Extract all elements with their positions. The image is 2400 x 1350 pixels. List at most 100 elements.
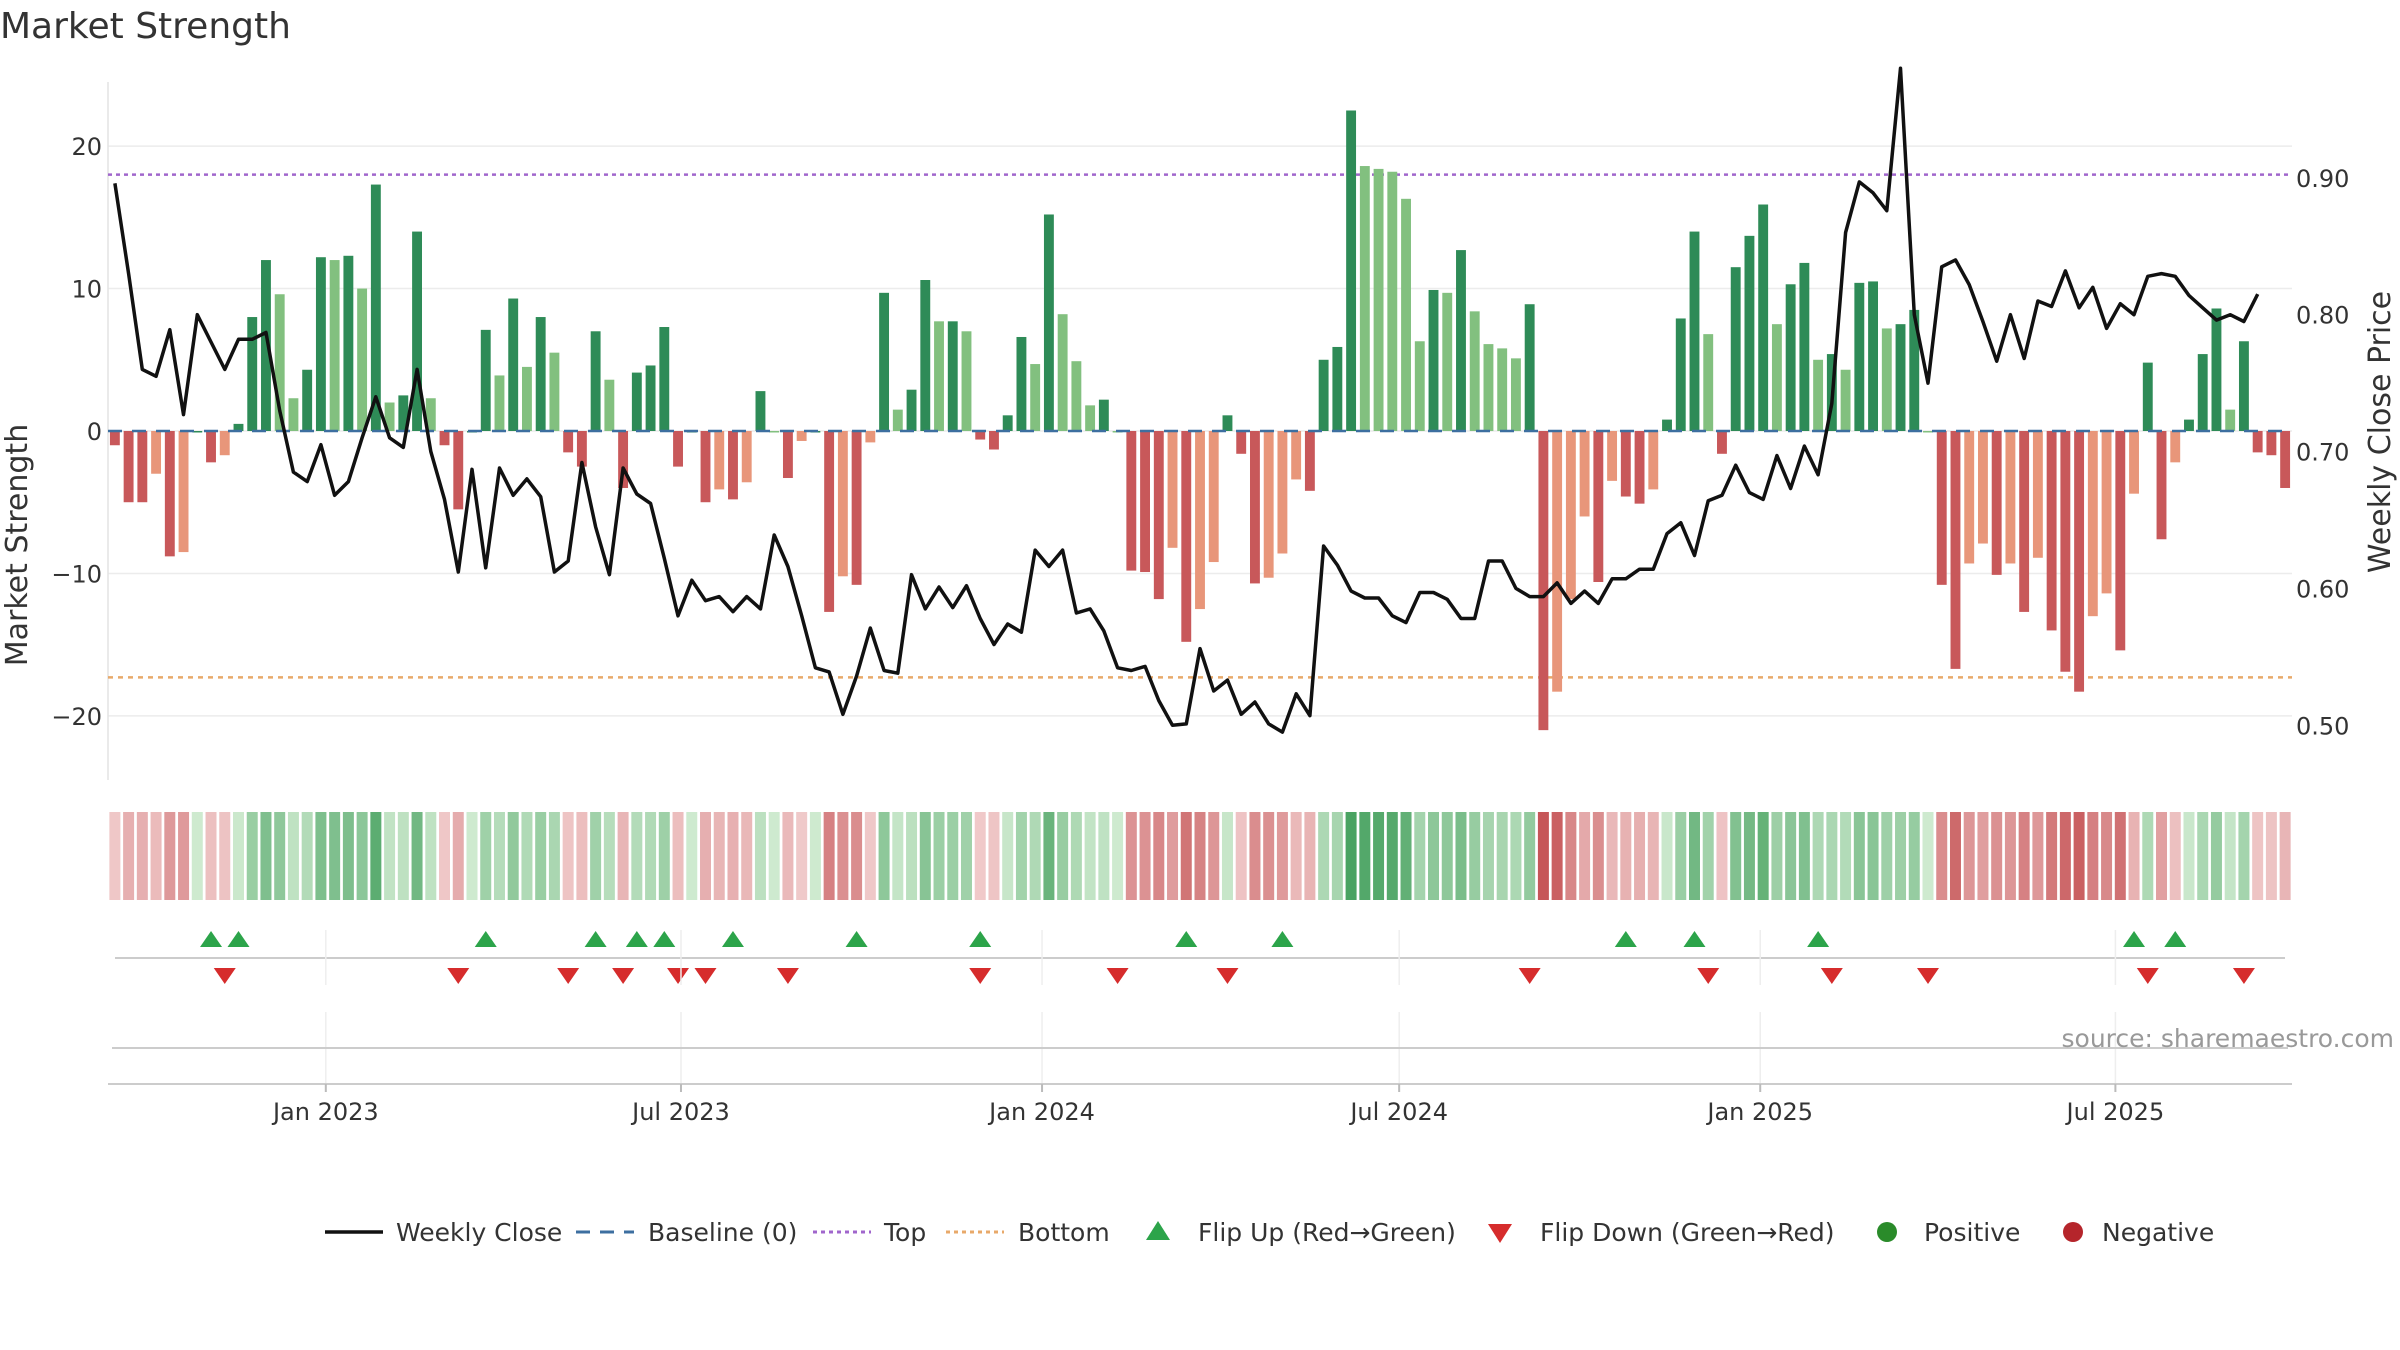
strength-bar — [1881, 328, 1892, 431]
heat-cell — [2183, 812, 2195, 900]
strength-bar — [1414, 341, 1425, 431]
strength-bar — [315, 257, 326, 431]
heat-cell — [507, 812, 519, 900]
x-tick-label: Jan 2023 — [271, 1098, 379, 1126]
strength-bar — [1030, 364, 1041, 431]
strength-bar — [1153, 431, 1164, 600]
strength-bar — [590, 331, 601, 431]
strength-bar — [1291, 431, 1302, 480]
strength-bar — [123, 431, 134, 503]
strength-bar — [151, 431, 162, 474]
heat-cell — [123, 812, 135, 900]
heat-cell — [1249, 812, 1261, 900]
right-tick-label: 0.50 — [2296, 712, 2349, 740]
heat-cell — [1455, 812, 1467, 900]
strength-bar — [274, 294, 285, 431]
heat-cell — [741, 812, 753, 900]
strength-bar — [1977, 431, 1988, 544]
heat-cell — [617, 812, 629, 900]
heat-cell — [1112, 812, 1124, 900]
heat-cell — [823, 812, 835, 900]
strength-bar — [673, 431, 683, 467]
heat-cell — [164, 812, 176, 900]
legend-swatch-dot — [1877, 1222, 1897, 1242]
flip-up-marker — [2164, 931, 2187, 947]
strength-bar — [494, 375, 505, 431]
strength-bar — [549, 352, 560, 431]
flip-down-marker — [969, 968, 992, 984]
heat-cell — [1304, 812, 1316, 900]
strength-bar — [851, 431, 862, 585]
strength-bar — [755, 391, 766, 431]
strength-bar — [439, 431, 450, 446]
heat-cell — [1551, 812, 1563, 900]
strength-bar — [975, 431, 986, 440]
heat-cell — [1386, 812, 1398, 900]
strength-bar — [2032, 431, 2043, 558]
left-axis-label: Market Strength — [0, 424, 35, 666]
strength-bar — [2266, 431, 2277, 456]
heat-cell — [1922, 812, 1934, 900]
strength-bar — [2005, 431, 2016, 564]
strength-bar — [1510, 358, 1521, 431]
heat-cell — [1290, 812, 1302, 900]
strength-bar — [1840, 369, 1851, 431]
strength-bar — [1565, 431, 1576, 600]
strength-bar — [1428, 289, 1439, 431]
strength-bar — [1043, 214, 1054, 431]
heat-cell — [246, 812, 258, 900]
heat-cell — [1359, 812, 1371, 900]
strength-bar — [1758, 204, 1769, 431]
strength-bar — [1895, 324, 1906, 431]
strength-bar — [2280, 431, 2291, 488]
heat-cell — [287, 812, 299, 900]
heat-cell — [1826, 812, 1838, 900]
heat-cell — [2197, 812, 2209, 900]
legend-item-negative: Negative — [2063, 1218, 2214, 1247]
heat-cell — [493, 812, 505, 900]
strength-heat-strip — [109, 812, 2291, 900]
strength-bar — [1456, 250, 1466, 431]
x-axis-ticks: Jan 2023 Jul 2023 Jan 2024 Jul 2024 Jan 2025… — [271, 1084, 2164, 1126]
flip-up-marker — [1683, 931, 1706, 947]
flip-up-marker — [845, 931, 868, 947]
heat-cell — [974, 812, 986, 900]
legend: Weekly Close Baseline (0) Top Bottom Flip Up… — [325, 1218, 2214, 1247]
heat-cell — [809, 812, 821, 900]
heat-cell — [1057, 812, 1069, 900]
strength-bar — [1552, 431, 1563, 692]
heat-cell — [411, 812, 423, 900]
heat-cell — [603, 812, 615, 900]
heat-cell — [906, 812, 918, 900]
legend-label: Weekly Close — [396, 1218, 562, 1247]
strength-bar — [1236, 431, 1247, 454]
bottom-panel — [108, 930, 2292, 1085]
strength-bar — [1799, 262, 1810, 431]
strength-bar — [892, 409, 903, 431]
flip-down-marker — [1697, 968, 1720, 984]
strength-bar — [1744, 235, 1755, 431]
heat-cell — [1084, 812, 1096, 900]
strength-bar — [2060, 431, 2071, 672]
strength-bar — [1277, 431, 1288, 554]
heat-cell — [1524, 812, 1536, 900]
strength-bar — [1923, 431, 1933, 433]
strength-bar — [370, 184, 381, 431]
flip-down-marker — [776, 968, 799, 984]
strength-bar — [2197, 354, 2208, 431]
strength-bar — [1675, 318, 1686, 431]
strength-bar — [1071, 361, 1082, 431]
legend-label: Bottom — [1018, 1218, 1110, 1247]
strength-bar — [1950, 431, 1961, 669]
heat-cell — [260, 812, 272, 900]
heat-cell — [864, 812, 876, 900]
x-tick-label: Jul 2025 — [2065, 1098, 2165, 1126]
strength-bar — [219, 431, 230, 456]
heat-cell — [1537, 812, 1549, 900]
heat-cell — [150, 812, 162, 900]
strength-bar — [343, 255, 354, 431]
flip-down-marker — [1106, 968, 1129, 984]
left-tick-label: 10 — [71, 276, 102, 304]
heat-cell — [1015, 812, 1027, 900]
heat-cell — [782, 812, 794, 900]
